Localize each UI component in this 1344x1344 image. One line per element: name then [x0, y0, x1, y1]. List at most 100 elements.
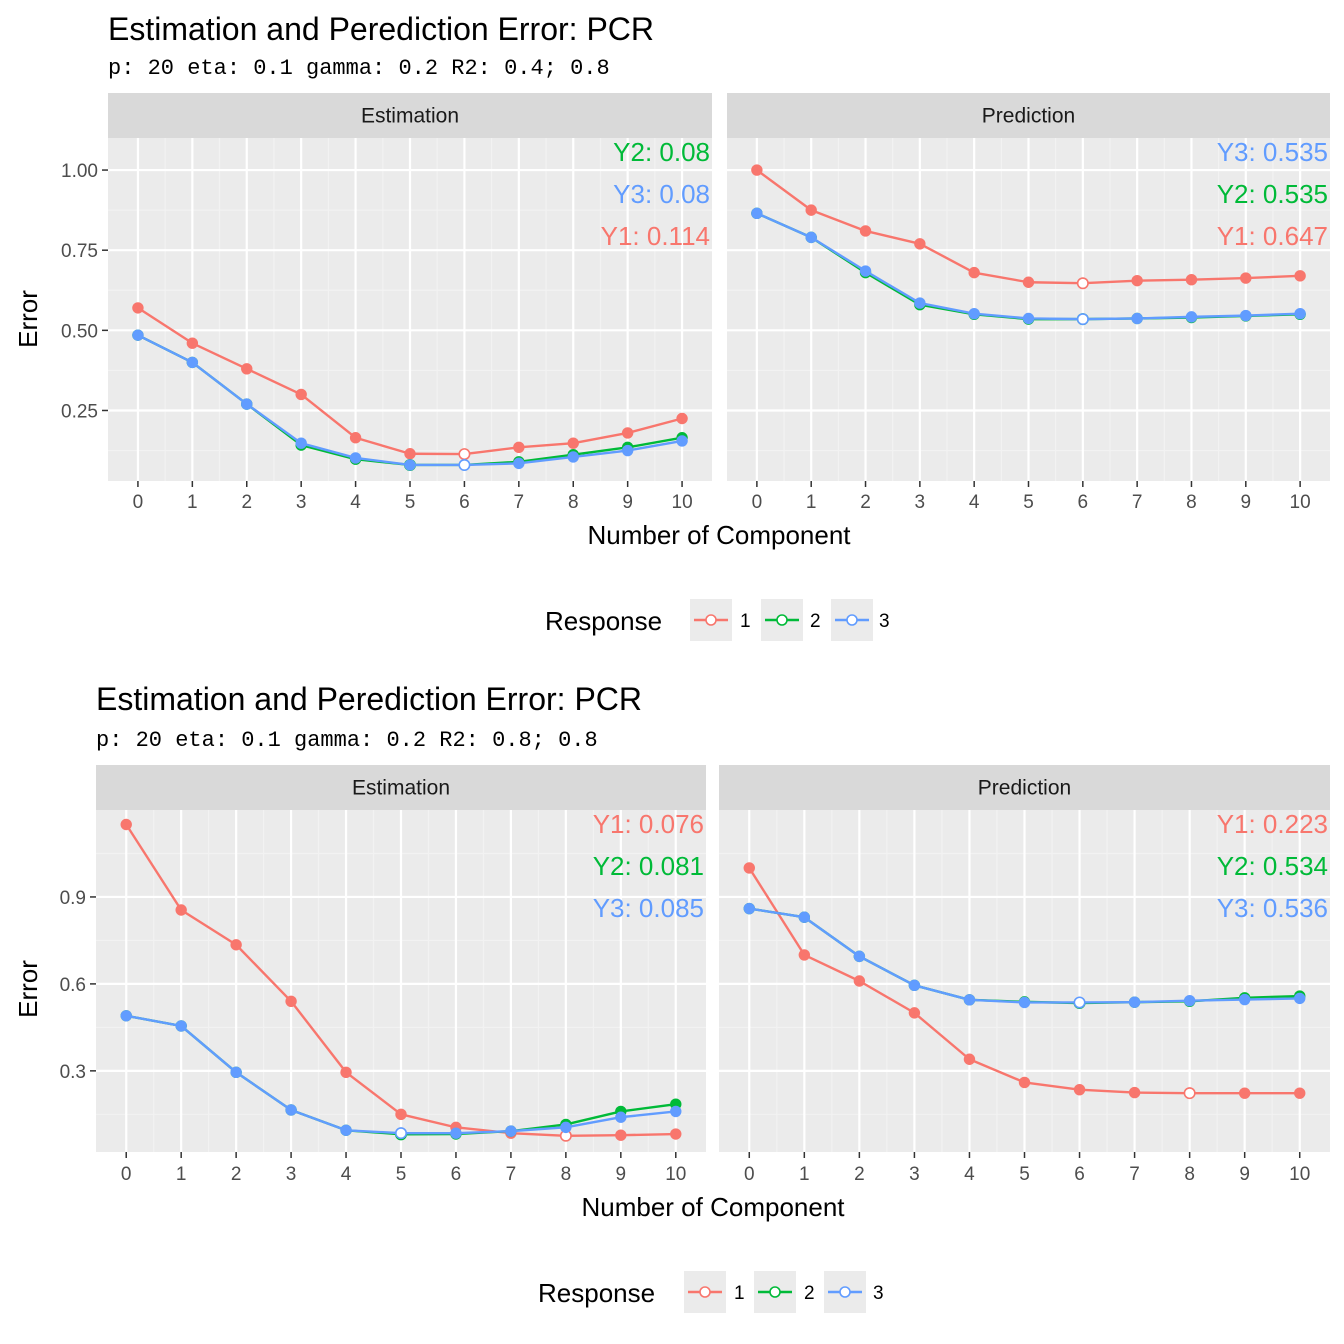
y-axis-title: Error	[13, 290, 43, 348]
x-tick-label: 10	[672, 492, 693, 513]
series-point	[1240, 309, 1252, 322]
series-point-min	[1183, 1087, 1196, 1100]
facet-strip-label: Prediction	[982, 105, 1075, 128]
series-point	[230, 939, 242, 951]
chart-2: Estimation and Perediction Error: PCR p: …	[13, 681, 1330, 1313]
x-tick-label: 2	[231, 1164, 242, 1185]
min-error-annotation: Y2: 0.081	[593, 851, 704, 881]
series-point	[1073, 1083, 1086, 1096]
x-tick-label: 1	[799, 1164, 810, 1185]
x-tick-label: 10	[1289, 1164, 1310, 1185]
legend-key-point	[776, 614, 788, 626]
legend-key-point	[839, 1286, 851, 1298]
series-point	[963, 1053, 976, 1065]
x-tick-label: 4	[350, 492, 361, 513]
series-point	[241, 363, 253, 375]
legend-key-point	[846, 614, 858, 626]
y-tick-label: 0.9	[60, 888, 86, 909]
x-tick-label: 6	[1078, 492, 1089, 513]
facet-strip	[96, 765, 706, 810]
x-tick-label: 5	[1023, 492, 1034, 513]
series-point	[186, 337, 199, 349]
series-point	[805, 231, 817, 244]
chart-subtitle: p: 20 eta: 0.1 gamma: 0.2 R2: 0.8; 0.8	[96, 728, 598, 753]
series-point-min	[1076, 313, 1089, 326]
x-tick-label: 1	[176, 1164, 187, 1185]
series-point	[853, 975, 866, 987]
series-point	[1294, 307, 1306, 320]
min-error-annotation: Y1: 0.114	[601, 221, 710, 251]
series-point	[450, 1127, 462, 1139]
series-point-min	[458, 458, 471, 471]
x-tick-label: 8	[568, 492, 579, 513]
series-point	[859, 225, 872, 237]
series-point	[560, 1121, 572, 1134]
x-tick-label: 5	[396, 1164, 407, 1185]
x-tick-label: 7	[506, 1164, 517, 1185]
x-tick-label: 3	[915, 492, 926, 513]
gridlines	[719, 810, 1330, 1152]
series-3	[132, 329, 688, 471]
x-tick-label: 1	[806, 492, 817, 513]
min-error-annotation: Y3: 0.085	[593, 893, 704, 923]
facet-prediction: Prediction 0 1 2 3 4 5 6 7 8 9 10 Y3: 0.535 Y2: 0.535…	[727, 93, 1330, 513]
series-3	[120, 1010, 682, 1140]
series-point	[175, 904, 187, 916]
legend-label: 2	[804, 1283, 815, 1304]
x-tick-label: 2	[854, 1164, 865, 1185]
series-point	[230, 1066, 242, 1078]
series-point	[615, 1129, 627, 1141]
series-3	[751, 207, 1306, 326]
x-tick-label: 6	[1074, 1164, 1085, 1185]
x-tick-label: 0	[121, 1164, 132, 1185]
legend-label: 1	[734, 1283, 745, 1304]
series-point	[908, 1007, 921, 1019]
x-tick-label: 5	[1019, 1164, 1030, 1185]
series-point	[340, 1066, 352, 1078]
y-tick-label: 0.50	[61, 321, 98, 342]
x-tick-label: 3	[909, 1164, 920, 1185]
series-point	[1128, 996, 1141, 1008]
series-point	[670, 1128, 682, 1140]
x-tick-label: 7	[1132, 492, 1143, 513]
series-point	[1240, 272, 1252, 284]
legend-label: 2	[810, 611, 821, 632]
min-error-annotation: Y1: 0.223	[1217, 809, 1328, 839]
series-point	[120, 1010, 132, 1022]
series-point-min	[1073, 996, 1086, 1009]
x-tick-label: 8	[561, 1164, 572, 1185]
series-point	[670, 1105, 682, 1118]
series-point	[908, 979, 921, 992]
series-point	[798, 911, 811, 923]
series-point	[914, 238, 926, 250]
series-point	[621, 444, 634, 457]
series-point	[349, 432, 362, 444]
y-tick-label: 0.3	[60, 1062, 86, 1083]
y-tick-label: 1.00	[61, 161, 98, 182]
x-tick-label: 5	[405, 492, 416, 513]
series-3	[743, 902, 1306, 1009]
legend: Response 1 2 3	[545, 599, 890, 641]
series-point	[295, 437, 307, 449]
x-tick-label: 10	[1290, 492, 1311, 513]
y-tick-label: 0.6	[60, 975, 86, 996]
min-error-annotation: Y3: 0.536	[1217, 893, 1328, 923]
series-point	[1022, 312, 1035, 325]
legend-label: 3	[873, 1283, 884, 1304]
min-error-annotation: Y2: 0.535	[1217, 179, 1328, 209]
facet-strip-label: Estimation	[352, 777, 450, 800]
series-point	[340, 1124, 352, 1136]
legend-key-3: 3	[831, 599, 890, 641]
x-tick-label: 2	[860, 492, 871, 513]
series-point	[395, 1108, 407, 1121]
x-tick-label: 7	[514, 492, 525, 513]
legend: Response 1 2 3	[538, 1271, 884, 1313]
series-point	[743, 862, 755, 874]
legend-key-3: 3	[824, 1271, 884, 1313]
x-tick-label: 0	[752, 492, 763, 513]
series-point	[1128, 1086, 1141, 1099]
x-tick-label: 10	[665, 1164, 686, 1185]
gridlines	[108, 138, 712, 481]
x-tick-label: 9	[1241, 492, 1252, 513]
